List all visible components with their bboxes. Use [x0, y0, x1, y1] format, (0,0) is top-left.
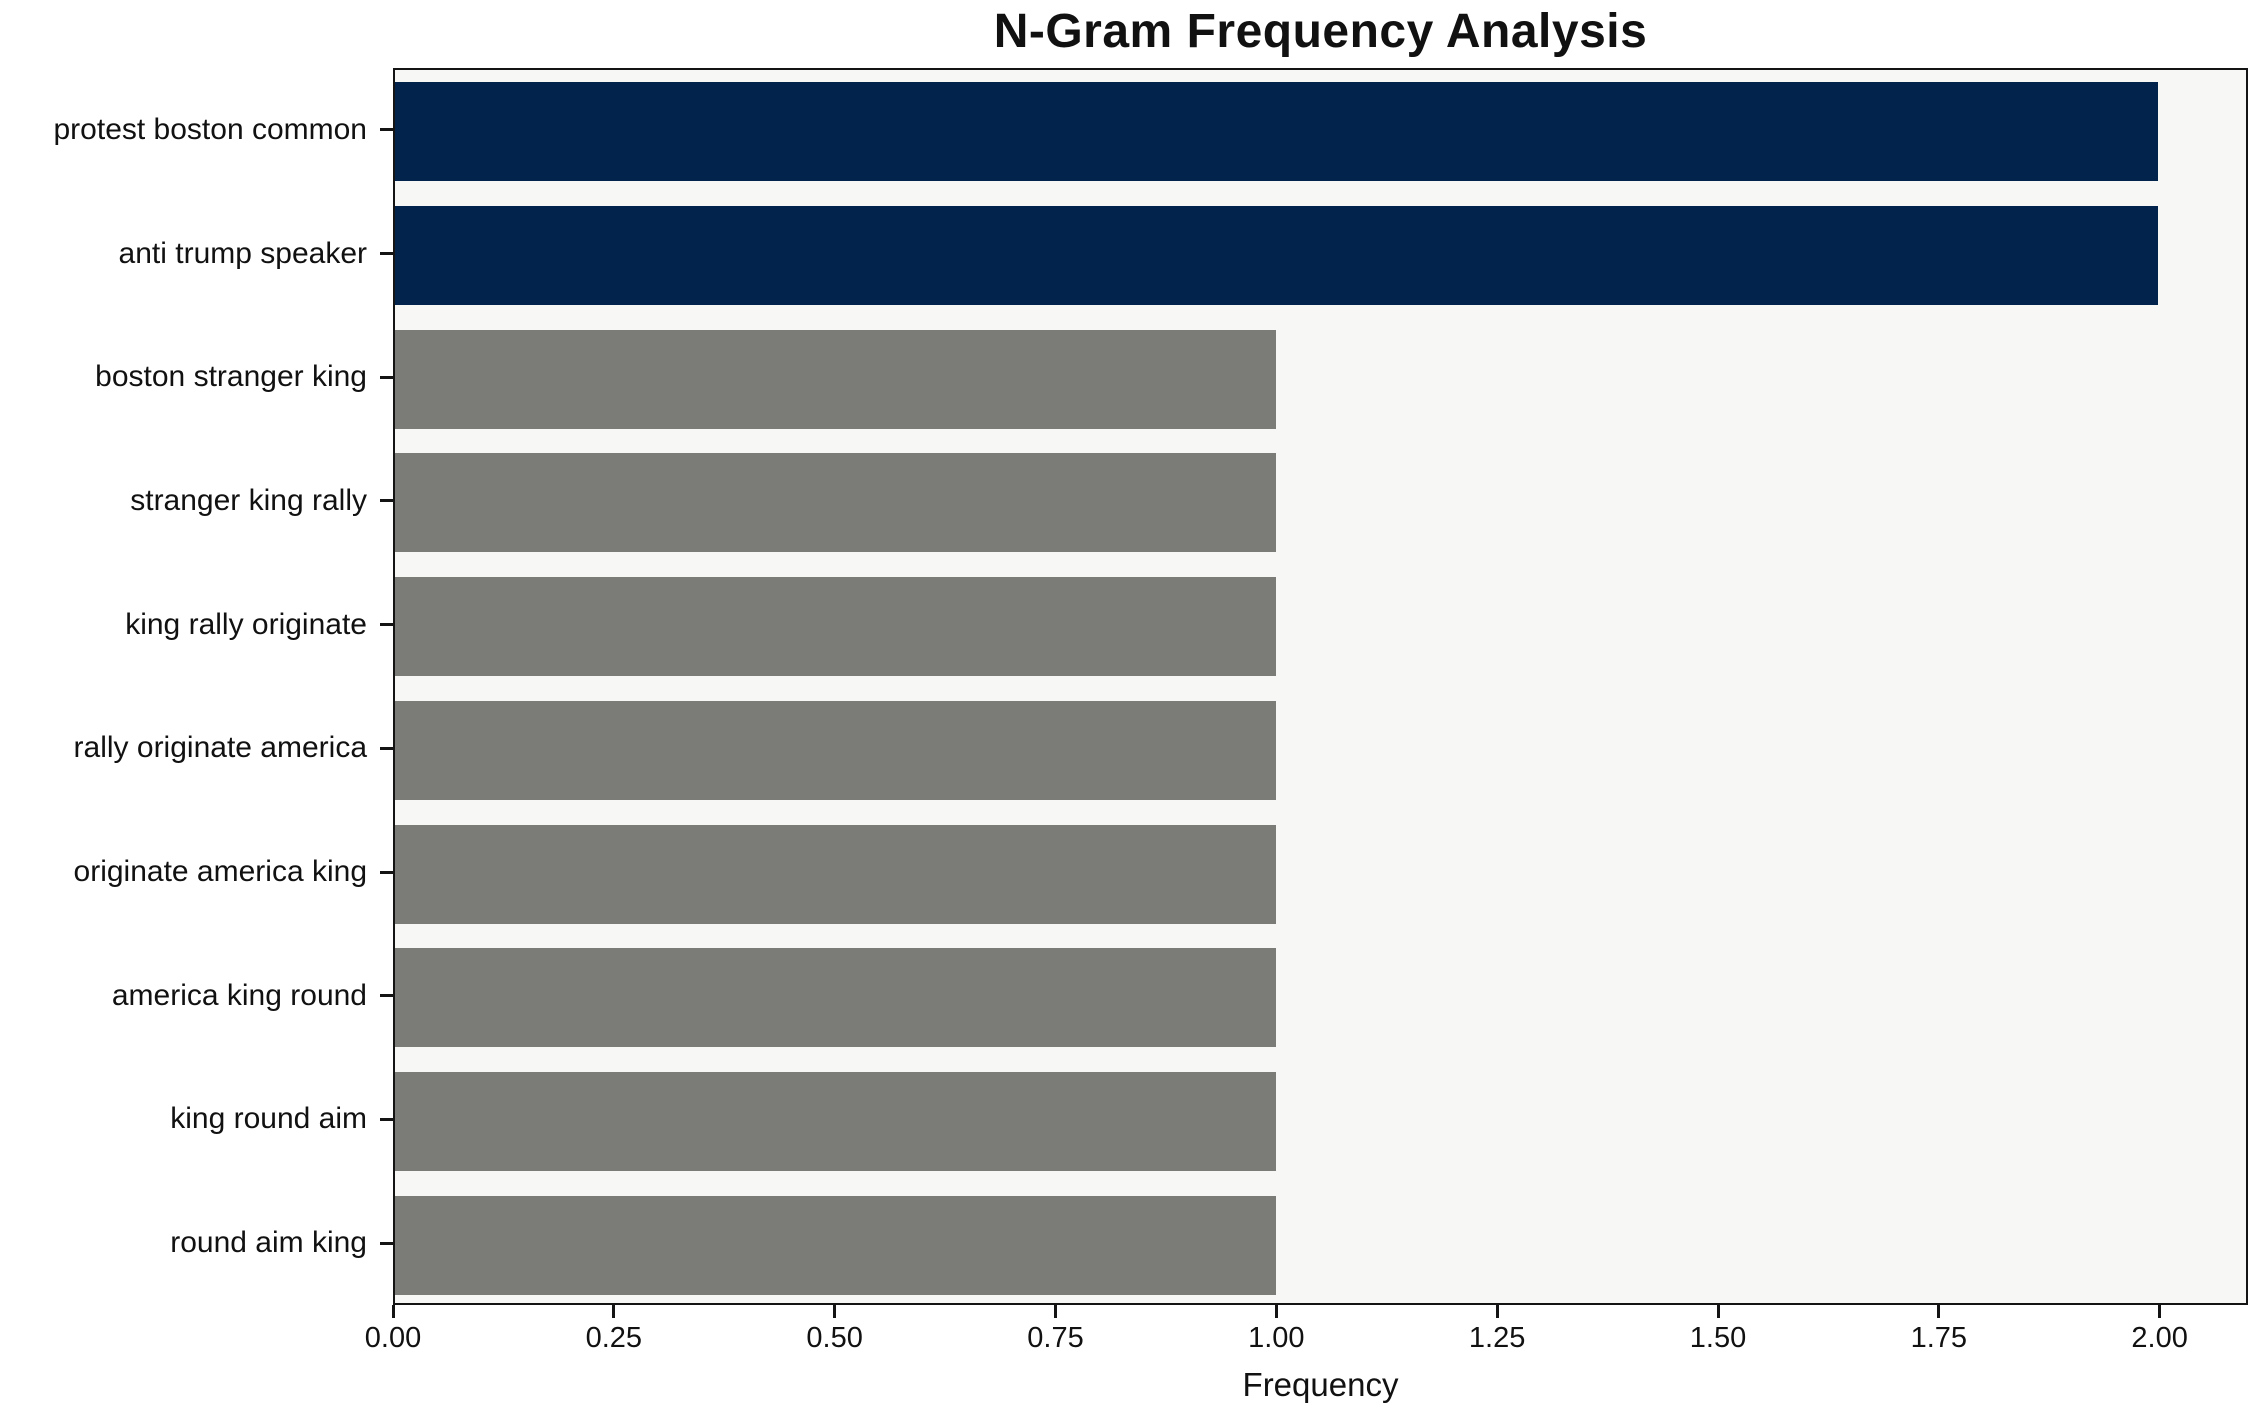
x-tick-label: 1.50 — [1689, 1322, 1747, 1354]
x-tick-mark — [391, 1305, 395, 1318]
y-tick-label: stranger king rally — [130, 483, 367, 517]
y-tick-mark — [380, 375, 393, 379]
y-tick-mark — [380, 994, 393, 998]
bar — [395, 82, 2158, 182]
x-tick-label: 0.00 — [364, 1322, 422, 1354]
y-tick-mark — [380, 746, 393, 750]
plot-area — [393, 68, 2248, 1305]
bar — [395, 206, 2158, 306]
y-tick-label: boston stranger king — [95, 360, 367, 394]
x-axis-label: Frequency — [1242, 1366, 1399, 1403]
bar — [395, 700, 1277, 800]
x-tick-mark — [1054, 1305, 1057, 1318]
chart-title: N-Gram Frequency Analysis — [993, 5, 1648, 58]
y-axis-labels: protest boston common anti trump speaker b… — [0, 68, 371, 1305]
y-tick-label: america king round — [111, 978, 367, 1012]
y-tick-mark — [380, 623, 393, 627]
y-tick-label: originate america king — [73, 855, 367, 889]
y-tick-mark — [380, 870, 393, 874]
x-tick-mark — [1937, 1305, 1941, 1318]
x-tick-label: 2.00 — [2131, 1322, 2188, 1354]
bar — [395, 1071, 1277, 1171]
x-tick-label: 1.75 — [1910, 1322, 1968, 1354]
bar — [395, 948, 1277, 1048]
y-tick-label: anti trump speaker — [118, 236, 367, 270]
x-tick-mark — [2158, 1305, 2162, 1318]
y-tick-mark — [380, 252, 393, 256]
y-tick-mark — [380, 1241, 393, 1245]
x-tick-mark — [1274, 1305, 1278, 1318]
y-tick-mark — [380, 1117, 393, 1121]
x-tick-mark — [1716, 1305, 1720, 1318]
y-tick-mark — [380, 128, 393, 132]
x-tick-mark — [612, 1305, 616, 1318]
x-tick-mark — [1495, 1305, 1499, 1318]
y-tick-label: protest boston common — [53, 112, 368, 146]
bar — [395, 453, 1277, 553]
y-tick-mark — [380, 499, 393, 503]
bar — [395, 1195, 1277, 1295]
x-tick-label: 0.75 — [1027, 1322, 1084, 1354]
x-tick-label: 1.25 — [1468, 1322, 1526, 1354]
bar — [395, 824, 1277, 924]
x-tick-label: 0.50 — [806, 1322, 863, 1354]
x-tick-label: 1.00 — [1248, 1322, 1305, 1354]
bar — [395, 329, 1277, 429]
y-tick-label: king rally originate — [125, 607, 367, 641]
y-tick-label: round aim king — [170, 1226, 367, 1260]
bar — [395, 577, 1277, 677]
y-tick-label: rally originate america — [73, 731, 367, 765]
x-tick-mark — [833, 1305, 837, 1318]
y-tick-label: king round aim — [170, 1102, 367, 1136]
x-tick-label: 0.25 — [585, 1322, 643, 1354]
